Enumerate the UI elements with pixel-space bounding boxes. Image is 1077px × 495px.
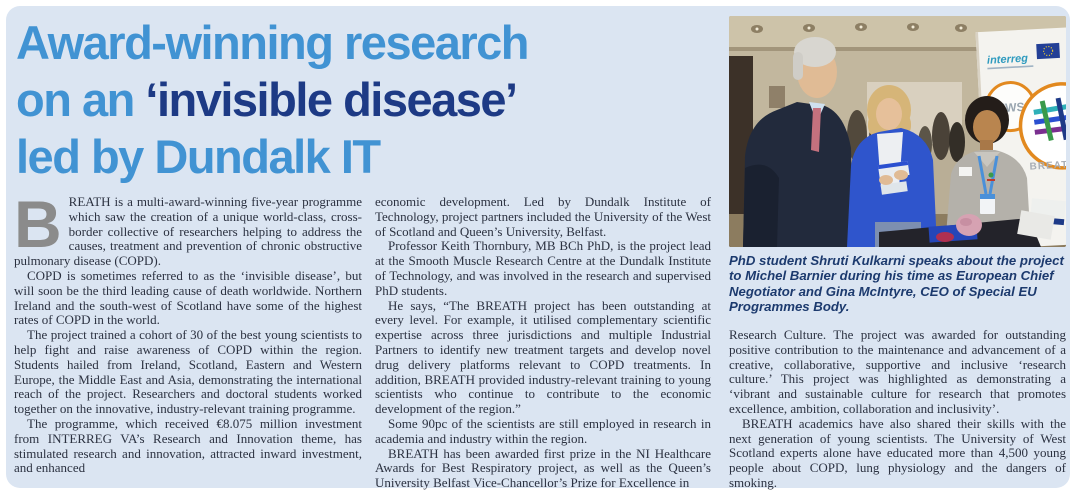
photo-display-table xyxy=(879,210,1055,247)
eu-flag-icon xyxy=(1036,42,1060,60)
paragraph: He says, “The BREATH project has been ou… xyxy=(375,297,711,417)
breath-ring-logo xyxy=(1018,82,1066,170)
article-card: Award-winning research on an ‘invisible … xyxy=(6,6,1070,491)
headline-line2-dark: ‘invisible disease’ xyxy=(145,73,518,126)
paragraph-text: REATH is a multi-award-winning five-year… xyxy=(14,194,362,269)
figure-gina-mcintyre xyxy=(847,85,937,247)
headline-line1: Award-winning research xyxy=(16,16,530,69)
headline-line2-light: on an xyxy=(16,73,146,126)
paragraph: COPD is sometimes referred to as the ‘in… xyxy=(14,267,362,328)
interreg-logo-text: interreg xyxy=(987,53,1029,67)
article-column-3: Research Culture. The project was awarde… xyxy=(729,327,1066,491)
article-column-2: economic development. Led by Dundalk Ins… xyxy=(375,194,711,491)
paragraph: Some 90pc of the scientists are still em… xyxy=(375,415,711,446)
paragraph: Research Culture. The project was awarde… xyxy=(729,327,1066,416)
figure-michel-barnier xyxy=(743,37,853,247)
paragraph: B REATH is a multi-award-winning five-yea… xyxy=(14,187,362,269)
paragraph: The programme, which received €8.075 mil… xyxy=(14,415,362,476)
paragraph: economic development. Led by Dundalk Ins… xyxy=(375,194,711,239)
ceiling-lights xyxy=(751,23,967,33)
photo-caption: PhD student Shruti Kulkarni speaks about… xyxy=(729,253,1064,315)
drop-cap: B xyxy=(14,187,62,261)
article-column-1: B REATH is a multi-award-winning five-yea… xyxy=(14,187,362,476)
photo-illustration: interreg UWS BREAT xyxy=(729,16,1066,247)
paragraph: The project trained a cohort of 30 of th… xyxy=(14,327,362,417)
page-title: Award-winning research on an ‘invisible … xyxy=(16,14,721,185)
headline-line3: led by Dundalk IT xyxy=(16,130,381,183)
paragraph: BREATH academics have also shared their … xyxy=(729,415,1066,490)
breath-banner-text: BREAT xyxy=(1029,160,1066,173)
paragraph: Professor Keith Thornbury, MB BCh PhD, i… xyxy=(375,238,711,298)
article-photo: interreg UWS BREAT xyxy=(729,16,1066,247)
paragraph: BREATH has been awarded first prize in t… xyxy=(375,445,711,491)
